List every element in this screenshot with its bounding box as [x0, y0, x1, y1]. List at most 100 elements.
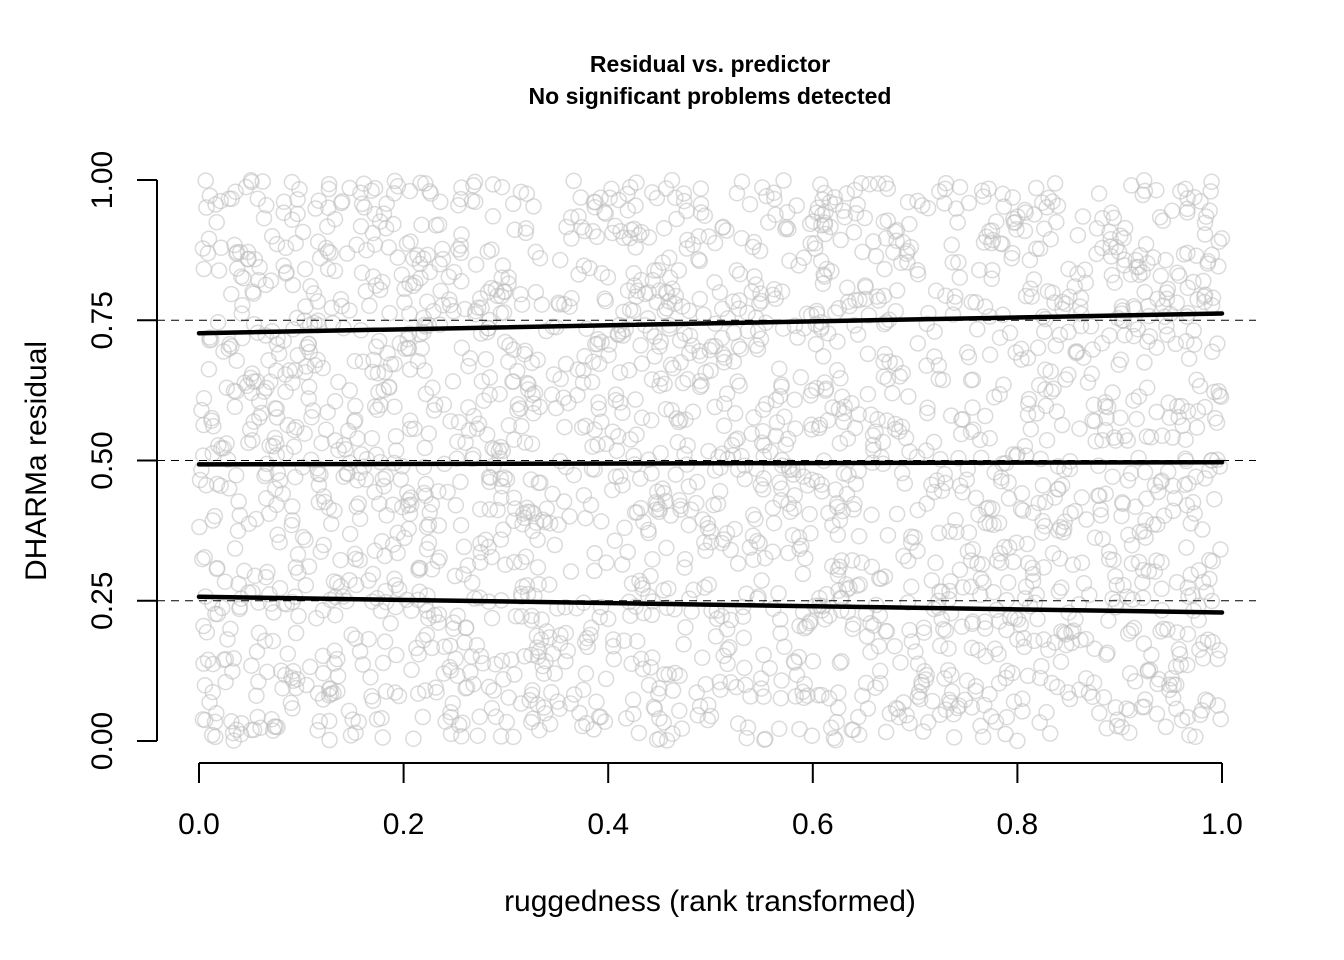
residual-point: [224, 724, 242, 742]
residual-point: [576, 633, 594, 651]
residual-point: [371, 213, 389, 230]
residual-point: [277, 239, 295, 257]
residual-point: [986, 640, 1004, 658]
residual-point: [1120, 526, 1137, 544]
residual-point: [297, 298, 314, 315]
residual-point: [492, 470, 509, 488]
residual-point: [429, 552, 447, 570]
residual-point: [1042, 230, 1059, 248]
residual-point: [1035, 631, 1052, 648]
residual-point: [949, 214, 966, 231]
residual-point: [351, 510, 369, 528]
residual-point: [715, 354, 733, 371]
residual-point: [258, 197, 275, 214]
residual-point: [867, 423, 884, 440]
residual-point: [840, 466, 857, 484]
residual-point: [620, 362, 638, 379]
residual-point: [442, 703, 459, 721]
residual-point: [194, 240, 212, 257]
residual-point: [1205, 383, 1223, 401]
residual-point: [1030, 494, 1047, 512]
residual-point: [1032, 450, 1049, 468]
residual-point: [991, 545, 1009, 562]
residual-point: [522, 471, 540, 488]
residual-point: [513, 296, 531, 313]
residual-point: [628, 426, 645, 443]
residual-point: [988, 213, 1005, 230]
residual-point: [586, 544, 603, 562]
residual-point: [314, 647, 332, 665]
residual-point: [348, 236, 365, 254]
residual-point: [1164, 477, 1182, 495]
residual-point: [739, 322, 756, 340]
residual-point: [721, 639, 738, 656]
residual-point: [599, 610, 617, 628]
residual-point: [772, 689, 790, 707]
residual-point: [229, 522, 247, 540]
residual-point: [701, 341, 719, 359]
residual-point: [322, 244, 339, 262]
residual-point: [926, 348, 943, 365]
residual-point: [753, 434, 771, 452]
residual-point: [832, 602, 850, 619]
residual-point: [228, 260, 246, 277]
residual-point: [423, 561, 441, 578]
residual-point: [622, 607, 639, 624]
residual-point: [995, 376, 1012, 393]
residual-point: [471, 708, 488, 726]
residual-point: [839, 581, 856, 598]
residual-point: [649, 483, 666, 501]
residual-point: [415, 458, 433, 476]
residual-point: [614, 404, 631, 422]
residual-point: [626, 504, 644, 521]
residual-point: [1173, 397, 1190, 415]
residual-point: [320, 712, 338, 730]
residual-point: [505, 373, 522, 390]
residual-point: [604, 631, 622, 648]
residual-point: [1021, 597, 1039, 615]
residual-point: [343, 626, 360, 643]
residual-point: [1187, 468, 1205, 485]
residual-point: [389, 249, 407, 266]
residual-point: [590, 394, 607, 411]
residual-point: [268, 400, 285, 418]
residual-point: [1129, 320, 1147, 338]
residual-point: [753, 572, 770, 589]
residual-point: [527, 283, 545, 301]
residual-point: [1196, 214, 1214, 232]
residual-point: [440, 268, 458, 286]
residual-point: [196, 549, 213, 566]
residual-point: [644, 551, 661, 568]
residual-point: [951, 178, 969, 196]
residual-point: [589, 335, 606, 353]
residual-point: [831, 654, 849, 672]
residual-point: [349, 430, 366, 447]
residual-point: [470, 415, 488, 433]
residual-point: [326, 432, 344, 449]
residual-point: [445, 614, 462, 631]
residual-point: [1106, 274, 1123, 291]
residual-point: [402, 233, 419, 250]
residual-point: [452, 237, 470, 254]
residual-point: [773, 480, 790, 498]
residual-point: [1044, 193, 1061, 210]
residual-point: [797, 550, 814, 567]
residual-point: [1190, 562, 1208, 579]
residual-point: [523, 611, 540, 629]
residual-point: [1090, 487, 1107, 504]
residual-point: [780, 458, 798, 475]
residual-point: [493, 178, 511, 196]
residual-point: [971, 431, 989, 449]
residual-point: [218, 435, 235, 452]
residual-point: [346, 545, 364, 563]
residual-point: [194, 550, 211, 568]
residual-point: [575, 257, 593, 275]
residual-point: [1212, 541, 1229, 558]
residual-point: [1179, 656, 1196, 674]
residual-point: [834, 202, 852, 220]
residual-point: [1060, 366, 1077, 383]
residual-point: [951, 269, 969, 286]
residual-point: [1090, 457, 1107, 475]
residual-point: [491, 385, 508, 403]
residual-point: [551, 452, 569, 470]
